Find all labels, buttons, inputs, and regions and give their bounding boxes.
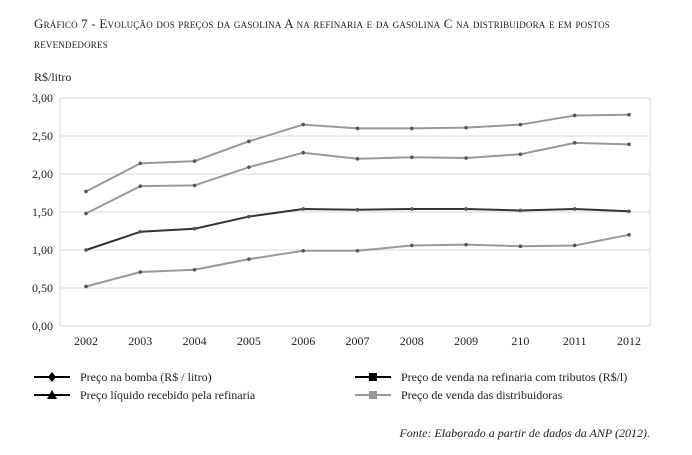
data-point — [84, 211, 88, 216]
data-point — [464, 242, 468, 247]
x-tick-label: 2009 — [454, 334, 478, 348]
data-point — [84, 284, 88, 289]
x-tick-label: 2006 — [291, 334, 315, 348]
series-line — [85, 233, 630, 288]
data-point — [518, 152, 523, 157]
x-tick-label: 2011 — [563, 334, 587, 348]
series-line — [85, 207, 630, 251]
data-point — [301, 248, 306, 253]
data-point — [84, 248, 88, 252]
data-point — [518, 208, 523, 213]
data-point — [301, 207, 306, 211]
data-point — [247, 257, 251, 261]
data-point — [301, 150, 306, 155]
triangle-marker — [47, 390, 57, 399]
x-tick-label: 2004 — [183, 334, 207, 348]
legend-label: Preço na bomba (R$ / litro) — [80, 370, 212, 384]
data-point — [247, 165, 251, 169]
legend-label: Preço líquido recebido pela refinaria — [80, 388, 256, 402]
data-point — [518, 122, 523, 127]
data-point — [247, 139, 251, 144]
data-point — [192, 183, 197, 188]
data-point — [464, 156, 468, 160]
data-point — [84, 189, 88, 194]
data-point — [355, 157, 360, 161]
series-line — [85, 113, 630, 193]
series-lines — [84, 112, 631, 289]
y-tick-label: 2,00 — [32, 167, 53, 181]
gridlines — [59, 97, 651, 327]
data-point — [410, 207, 414, 211]
y-tick-label: 3,00 — [32, 91, 53, 105]
data-point — [464, 125, 468, 130]
legend-item: Preço de venda das distribuidoras — [355, 388, 563, 402]
x-axis-ticks: 2002 2003 2004 2005 2006 2007 2008 2009 210 2011 2… — [74, 334, 641, 348]
legend-item: Preço de venda na refinaria com tributos… — [355, 370, 627, 384]
data-point — [138, 229, 143, 234]
data-point — [138, 184, 143, 188]
chart-title: Gráfico 7 - Evolução dos preços da gasol… — [34, 16, 610, 51]
source-note: Fonte: Elaborado a partir de dados da AN… — [399, 426, 650, 440]
x-tick-label: 2003 — [128, 334, 152, 348]
legend-item: Preço na bomba (R$ / litro) — [34, 370, 212, 384]
y-tick-label: 1,50 — [32, 205, 53, 219]
x-tick-label: 2002 — [74, 334, 98, 348]
legend-label: Preço de venda das distribuidoras — [401, 388, 563, 402]
y-tick-label: 2,50 — [32, 129, 53, 143]
data-point — [627, 142, 631, 147]
x-tick-label: 2005 — [237, 334, 261, 348]
data-point — [572, 207, 577, 211]
data-point — [627, 233, 631, 237]
data-point — [192, 226, 197, 231]
series-1 — [84, 112, 631, 194]
data-point — [355, 126, 360, 131]
y-axis-ticks: 0,00 0,50 1,00 1,50 2,00 2,50 3,00 — [32, 91, 53, 333]
data-point — [247, 214, 251, 219]
x-tick-label: 2008 — [400, 334, 424, 348]
data-point — [355, 248, 360, 253]
data-point — [410, 126, 414, 131]
data-point — [301, 122, 306, 127]
series-3 — [84, 207, 631, 252]
y-tick-label: 1,00 — [32, 243, 53, 257]
data-point — [192, 159, 197, 163]
series-2 — [84, 141, 631, 216]
legend: Preço na bomba (R$ / litro) Preço líquido… — [34, 370, 627, 402]
x-tick-label: 2007 — [346, 334, 370, 348]
legend-item: Preço líquido recebido pela refinaria — [34, 388, 256, 402]
series-4 — [84, 233, 631, 289]
y-tick-label: 0,00 — [32, 319, 53, 333]
data-point — [518, 244, 523, 248]
data-point — [410, 155, 414, 160]
data-point — [355, 207, 360, 212]
data-point — [138, 161, 143, 166]
legend-label: Preço de venda na refinaria com tributos… — [401, 370, 627, 384]
data-point — [627, 209, 631, 214]
data-point — [572, 141, 577, 145]
series-line — [85, 141, 630, 215]
x-tick-label: 210 — [511, 334, 529, 348]
data-point — [572, 243, 577, 248]
square-marker — [369, 391, 377, 399]
y-axis-label: R$/litro — [34, 70, 72, 84]
y-tick-label: 0,50 — [32, 281, 53, 295]
data-point — [464, 207, 468, 211]
x-tick-label: 2012 — [617, 334, 641, 348]
data-point — [572, 113, 577, 118]
data-point — [192, 267, 197, 272]
diamond-marker — [48, 372, 56, 382]
data-point — [410, 243, 414, 248]
data-point — [138, 270, 143, 274]
square-marker — [369, 373, 377, 381]
data-point — [627, 112, 631, 117]
